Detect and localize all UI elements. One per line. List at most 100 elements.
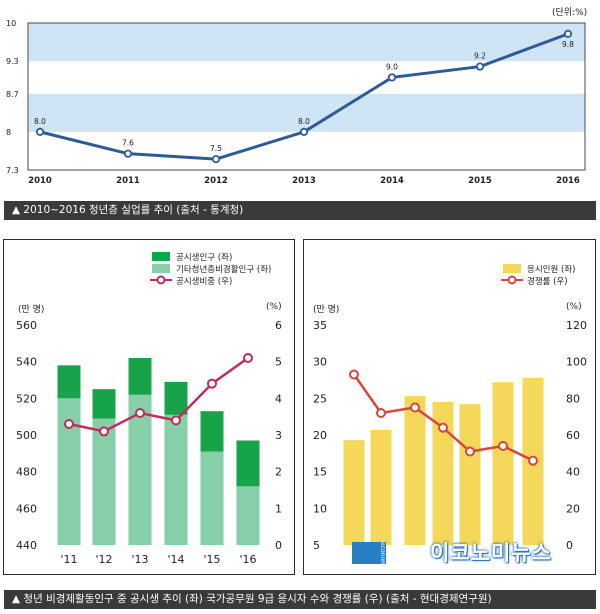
watermark-text: 이코노미뉴스 [430,541,552,565]
y-right-tick-label: 3 [275,429,282,442]
competition-point [349,369,359,380]
x-tick-label: '14 [167,553,184,566]
data-point [123,149,133,158]
y-right-tick-label: 6 [275,319,282,332]
y-left-tick-label: 540 [16,356,37,369]
right-panel-right-unit: (%) [566,302,582,312]
bar-other [57,398,81,545]
bar-applicants [459,404,481,545]
y-left-tick-label: 460 [16,502,37,515]
y-left-tick-label: 10 [313,502,327,515]
competition-point [410,402,420,413]
y-right-tick-label: 120 [566,319,587,332]
y-left-tick-label: 480 [16,466,37,479]
grid-band [28,93,585,132]
legend-label: 경쟁률 (우) [527,276,568,287]
y-left-tick-label: 440 [16,539,37,552]
ratio-line [68,356,249,433]
legend-label: 공시생비중 (우) [176,276,232,287]
y-left-tick-label: 560 [16,319,37,332]
unemployment-line-chart: 7.3 8 8.7 9.3 10 2010 2011 2012 2013 2014 2015 2016… [6,19,586,186]
y-left-tick-label: 35 [313,319,327,332]
legend-swatch-applicants [503,264,521,273]
y-tick-label: 9.3 [6,57,19,66]
bar-applicants [343,440,365,545]
grid-band [28,23,585,62]
bar-applicants [404,396,426,545]
bar-gongsi [164,381,188,415]
ratio-point [64,419,74,429]
y-right-tick-label: 2 [275,466,282,479]
bar-applicants [432,402,454,545]
x-tick-label: 2012 [204,176,228,186]
y-left-tick-label: 30 [313,356,327,369]
x-tick-label: 2010 [28,176,52,186]
ratio-point [135,408,145,418]
x-tick-label: 2014 [380,176,404,186]
competition-point [498,441,508,451]
x-tick-label: 2015 [468,176,492,186]
data-label: 7.6 [122,139,134,148]
ratio-point [207,378,217,389]
data-point [35,127,45,136]
applicants-bar-chart: 5 10 15 20 25 30 35 0 20 40 60 80 100 120 응시인원 (좌)경쟁률 … [313,264,587,552]
y-right-tick-label: 0 [566,539,573,552]
ratio-point [243,353,253,363]
data-point [475,62,485,71]
bar-other [236,486,260,545]
ratio-point [99,426,109,437]
y-right-tick-label: 5 [275,356,282,369]
data-label: 9.2 [474,52,486,61]
y-tick-label: 7.3 [6,166,19,175]
data-point [211,155,221,164]
legend-point-ratio [156,275,166,285]
bar-gongsi [128,358,152,395]
y-left-tick-label: 15 [313,466,327,479]
legend-label: 기타청년층비경활인구 (좌) [176,264,271,275]
data-point [563,29,573,38]
left-panel-left-unit: (만 명) [18,305,45,315]
economy-logo: economy [352,542,386,570]
y-tick-label: 8 [6,128,11,137]
competition-point [528,455,538,466]
bar-other [92,418,116,545]
y-right-tick-label: 60 [566,429,580,442]
y-right-tick-label: 40 [566,466,580,479]
right-panel-left-unit: (만 명) [313,305,340,315]
x-tick-label: 2011 [116,176,140,186]
legend-point-competition [507,275,517,285]
x-tick-label: 2016 [556,176,580,186]
bar-other [164,414,188,545]
top-caption: ▲ 2010~2016 청년층 실업률 추이 (출처 - 통계청) [4,201,596,220]
x-tick-label: '13 [131,553,148,566]
legend-label: 공시생인구 (좌) [176,252,232,263]
bar-applicants [492,382,514,545]
data-point [299,127,309,136]
x-tick-label: '15 [203,553,220,566]
x-tick-label: '12 [95,553,112,566]
ratio-point [171,415,181,426]
competition-point [376,408,386,418]
bar-other [128,394,152,545]
legend-label: 응시인원 (좌) [527,264,575,275]
y-right-tick-label: 20 [566,502,580,515]
data-label: 8.0 [298,117,310,126]
y-right-tick-label: 80 [566,392,580,405]
bar-gongsi [92,389,116,419]
y-left-tick-label: 20 [313,429,327,442]
x-tick-label: '16 [239,553,256,566]
y-left-tick-label: 520 [16,392,37,405]
gongsi-stacked-chart: 440 460 480 500 520 540 560 0 1 2 3 4 5 6 '11 '12 '13 '14… [16,252,282,566]
bar-gongsi [200,411,224,452]
x-tick-label: 2013 [292,176,316,186]
competition-point [438,422,448,433]
legend-swatch-other [152,264,170,273]
data-label: 8.0 [34,117,46,126]
left-panel-right-unit: (%) [266,302,282,312]
y-tick-label: 10 [6,19,16,28]
y-right-tick-label: 0 [275,539,282,552]
y-left-tick-label: 500 [16,429,37,442]
y-right-tick-label: 4 [275,392,282,405]
y-left-tick-label: 5 [313,539,320,552]
y-right-tick-label: 1 [275,502,282,515]
